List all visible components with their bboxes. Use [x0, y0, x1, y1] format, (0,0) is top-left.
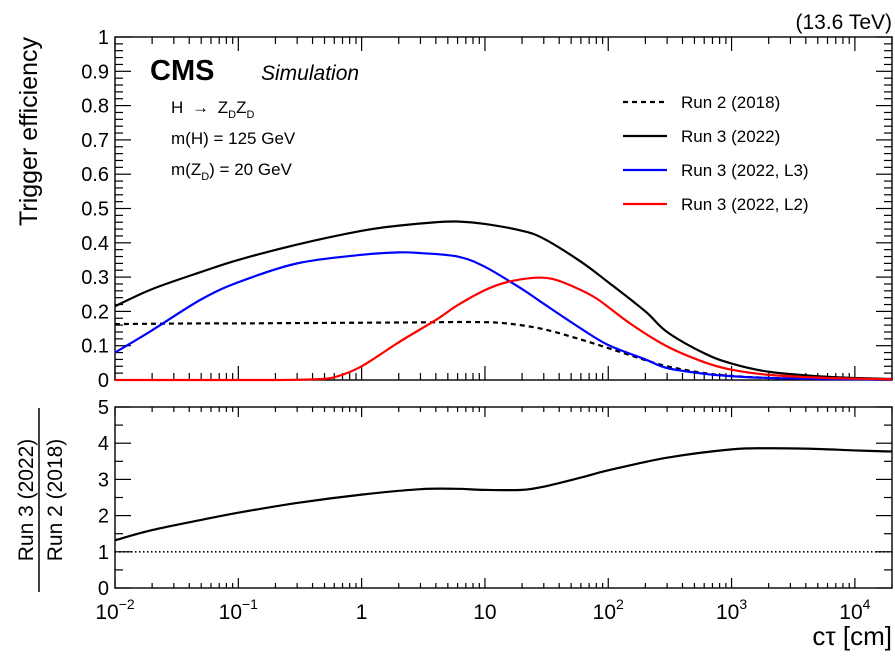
ratio-panel-frame	[114, 406, 893, 589]
legend-label: Run 2 (2018)	[681, 93, 780, 112]
y-tick-label: 0.7	[81, 130, 109, 152]
x-tick-label: 10−1	[219, 596, 259, 624]
ratio-y-tick-label: 2	[98, 506, 109, 528]
series-line-3	[114, 251, 893, 381]
energy-label: (13.6 TeV)	[796, 11, 893, 34]
x-tick-label: 102	[593, 596, 624, 624]
y-tick-label: 0.5	[81, 199, 109, 221]
x-tick-label: 1	[356, 601, 368, 624]
ratio-panel-ticks: 0 1 2 3 4 5 10−2 10−1 1 10 102 103 104	[95, 397, 893, 624]
ratio-y-tick-label: 3	[98, 469, 109, 491]
higgs-symbol: H	[171, 98, 183, 117]
legend: Run 2 (2018) Run 3 (2022) Run 3 (2022, L3)…	[623, 93, 809, 214]
y-tick-label: 0.6	[81, 164, 109, 186]
svg-text:H → ZDZD: H → ZDZD	[171, 98, 254, 121]
y-tick-label: 0.2	[81, 301, 109, 323]
x-tick-label: 10	[473, 601, 496, 624]
y-tick-label: 0.3	[81, 267, 109, 289]
top-panel-ticks: 0 0.1 0.2 0.3 0.4 0.5 0.6 0.7 0.8 0.9 1	[81, 27, 893, 392]
legend-label: Run 3 (2022, L3)	[681, 161, 809, 180]
y-tick-label: 0.1	[81, 336, 109, 358]
x-tick-label: 10−2	[95, 596, 135, 624]
ratio-y-tick-label: 4	[98, 433, 109, 455]
ratio-y-tick-label: 5	[98, 397, 109, 419]
cms-logo: CMS	[150, 55, 214, 87]
y-tick-label: 0.8	[81, 96, 109, 118]
zd-symbol-1: Z	[218, 98, 228, 117]
y-tick-label: 0.9	[81, 61, 109, 83]
decay-arrow: →	[192, 98, 209, 117]
zd-mass-label: m(ZD) = 20 GeV	[171, 160, 293, 183]
legend-label: Run 3 (2022)	[681, 127, 780, 146]
cms-simulation-tag: Simulation	[261, 62, 359, 85]
x-tick-label: 104	[839, 596, 870, 624]
ratio-y-tick-label: 0	[98, 578, 109, 600]
ratio-y-axis-numerator: Run 3 (2022)	[15, 439, 38, 562]
ratio-line	[114, 447, 893, 542]
zd-symbol-2: Z	[236, 98, 246, 117]
ratio-y-axis-denominator: Run 2 (2018)	[44, 439, 67, 562]
series-line-2	[114, 220, 893, 381]
ratio-y-tick-label: 1	[98, 542, 109, 564]
legend-label: Run 3 (2022, L2)	[681, 195, 809, 214]
top-y-axis-title: Trigger efficiency	[15, 37, 43, 226]
series-line-4	[114, 276, 893, 382]
y-tick-label: 0.4	[81, 233, 109, 255]
y-tick-label: 1	[98, 27, 109, 49]
process-label: H → ZDZD	[171, 98, 254, 121]
series-line-1	[114, 320, 893, 381]
higgs-mass-label: m(H) = 125 GeV	[171, 129, 296, 148]
efficiency-curves	[114, 220, 893, 382]
ratio-curves	[114, 447, 893, 553]
x-tick-label: 103	[716, 596, 747, 624]
y-tick-label: 0	[98, 370, 109, 392]
x-axis-title: cτ [cm]	[812, 621, 892, 651]
